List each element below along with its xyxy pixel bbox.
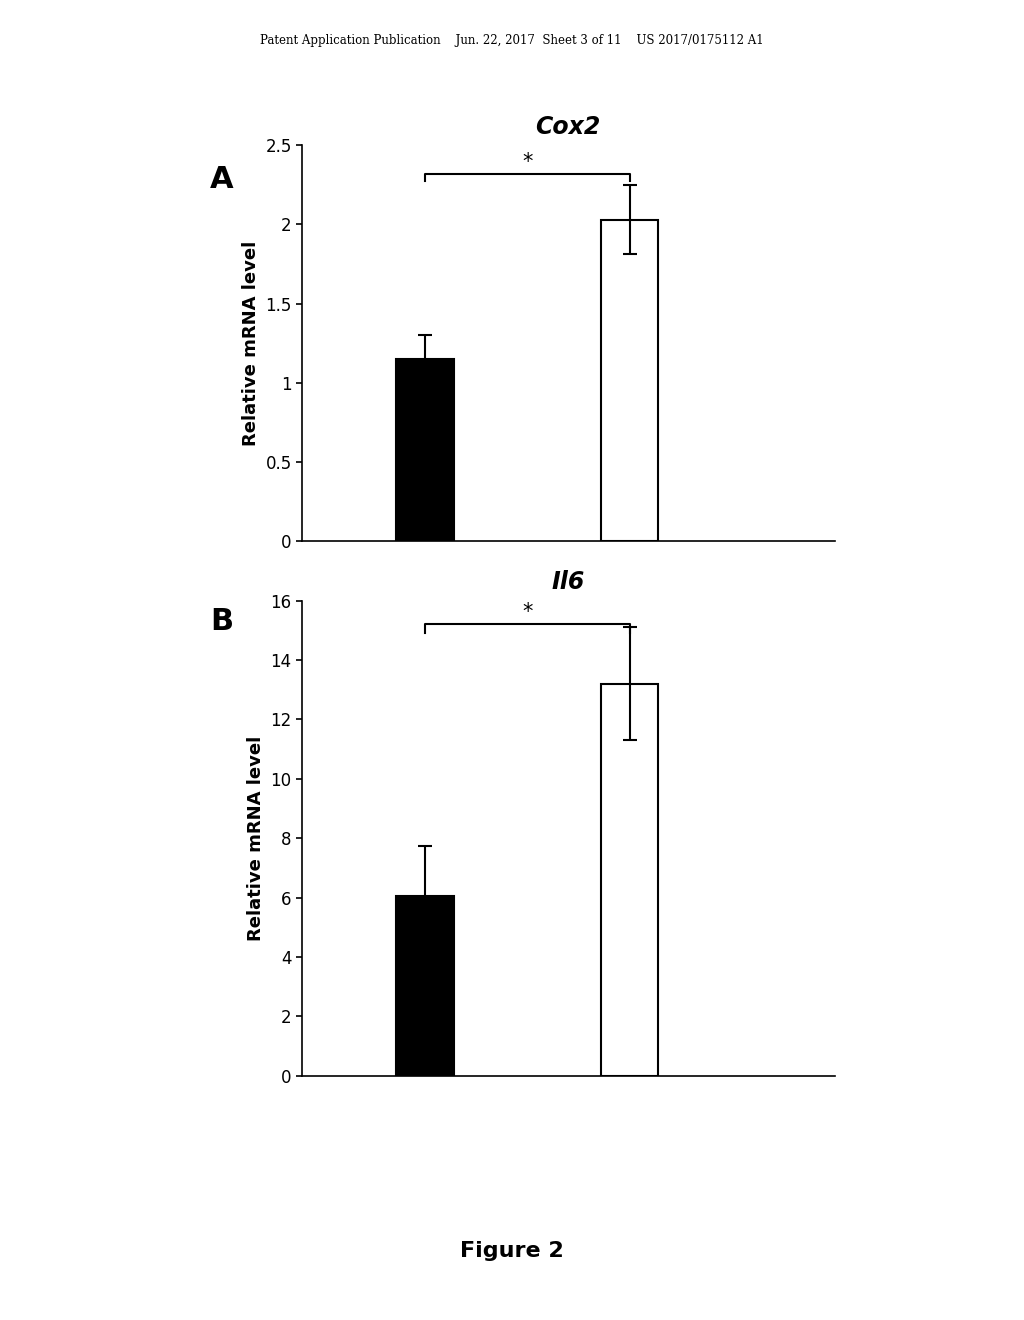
Bar — [601, 219, 658, 541]
Y-axis label: Relative mRNA level: Relative mRNA level — [242, 240, 260, 446]
Text: B: B — [210, 607, 233, 636]
Title: Il6: Il6 — [552, 570, 585, 594]
Text: Figure 2: Figure 2 — [460, 1241, 564, 1262]
Text: *: * — [522, 152, 532, 172]
Text: A: A — [210, 165, 233, 194]
Bar — [396, 896, 454, 1076]
Y-axis label: Relative mRNA level: Relative mRNA level — [247, 735, 265, 941]
Text: *: * — [522, 602, 532, 622]
Bar — [396, 359, 454, 541]
Bar — [601, 684, 658, 1076]
Text: Patent Application Publication    Jun. 22, 2017  Sheet 3 of 11    US 2017/017511: Patent Application Publication Jun. 22, … — [260, 34, 764, 48]
Title: Cox2: Cox2 — [536, 115, 601, 139]
